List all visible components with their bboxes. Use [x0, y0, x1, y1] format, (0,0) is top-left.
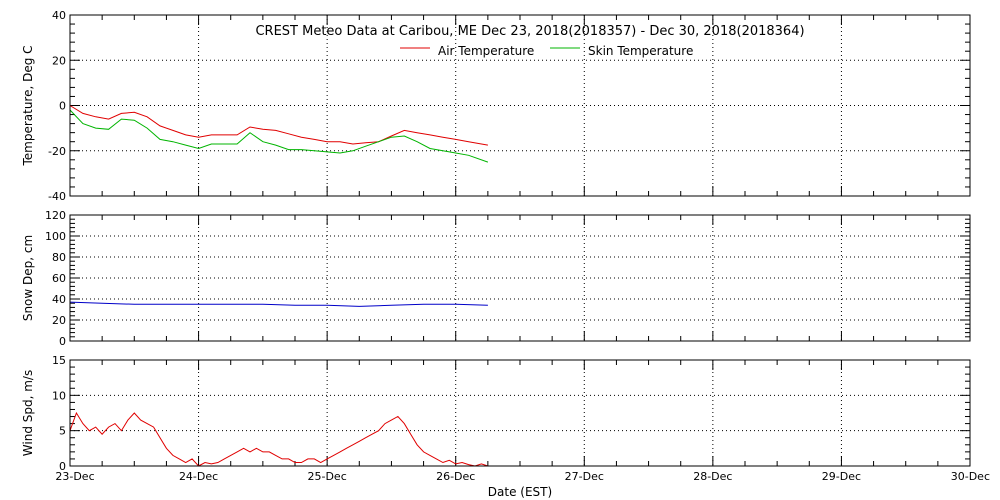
y-axis-label: Wind Spd, m/s	[21, 370, 35, 456]
y-axis-label: Temperature, Deg C	[21, 45, 35, 166]
series-line-temp-1	[69, 109, 489, 163]
plot-frame	[69, 359, 971, 467]
y-tick-label: 100	[45, 230, 66, 243]
y-tick-label: 40	[52, 293, 66, 306]
plot-frame	[69, 14, 971, 197]
y-tick-label: 5	[59, 425, 66, 438]
y-tick-label: -20	[48, 145, 66, 158]
x-tick-label: 24-Dec	[179, 470, 218, 483]
y-tick-label: 40	[52, 9, 66, 22]
x-tick-label: 26-Dec	[436, 470, 475, 483]
y-tick-label: 20	[52, 54, 66, 67]
x-tick-labels: 23-Dec 24-Dec 25-Dec 26-Dec 27-Dec 28-Dec 29-D…	[55, 470, 990, 483]
panel-temp: -40 -20 0 20 40 Temperature, Deg C	[21, 9, 971, 203]
y-tick-label: 120	[45, 209, 66, 222]
y-tick-label: 0	[59, 460, 66, 473]
series-line-snow-0	[69, 301, 488, 307]
legend: Air Temperature Skin Temperature	[400, 44, 693, 58]
panel-wind: 0 5 10 15 Wind Spd, m/s	[21, 354, 971, 473]
y-tick-label: -40	[48, 190, 66, 203]
y-tick-label: 10	[52, 389, 66, 402]
y-tick-label: 60	[52, 272, 66, 285]
x-axis-label: Date (EST)	[488, 485, 552, 499]
y-tick-label: 80	[52, 251, 66, 264]
x-tick-label: 29-Dec	[822, 470, 861, 483]
x-tick-label: 30-Dec	[951, 470, 990, 483]
series-line-temp-0	[69, 105, 488, 146]
panel-snow: 0 20 40 60 80 100 120 Snow Dep, cm	[21, 209, 971, 348]
series-line-wind-0	[69, 411, 489, 467]
y-tick-label: 15	[52, 354, 66, 367]
x-tick-label: 25-Dec	[308, 470, 347, 483]
legend-entry: Air Temperature	[438, 44, 534, 58]
y-axis-label: Snow Dep, cm	[21, 235, 35, 321]
legend-entry: Skin Temperature	[588, 44, 693, 58]
plot-frame	[69, 214, 971, 342]
x-tick-label: 28-Dec	[693, 470, 732, 483]
y-tick-label: 0	[59, 100, 66, 113]
x-tick-label: 23-Dec	[55, 470, 94, 483]
chart-title: CREST Meteo Data at Caribou, ME Dec 23, …	[255, 24, 804, 39]
y-tick-label: 20	[52, 314, 66, 327]
x-tick-label: 27-Dec	[565, 470, 604, 483]
y-tick-label: 0	[59, 335, 66, 348]
